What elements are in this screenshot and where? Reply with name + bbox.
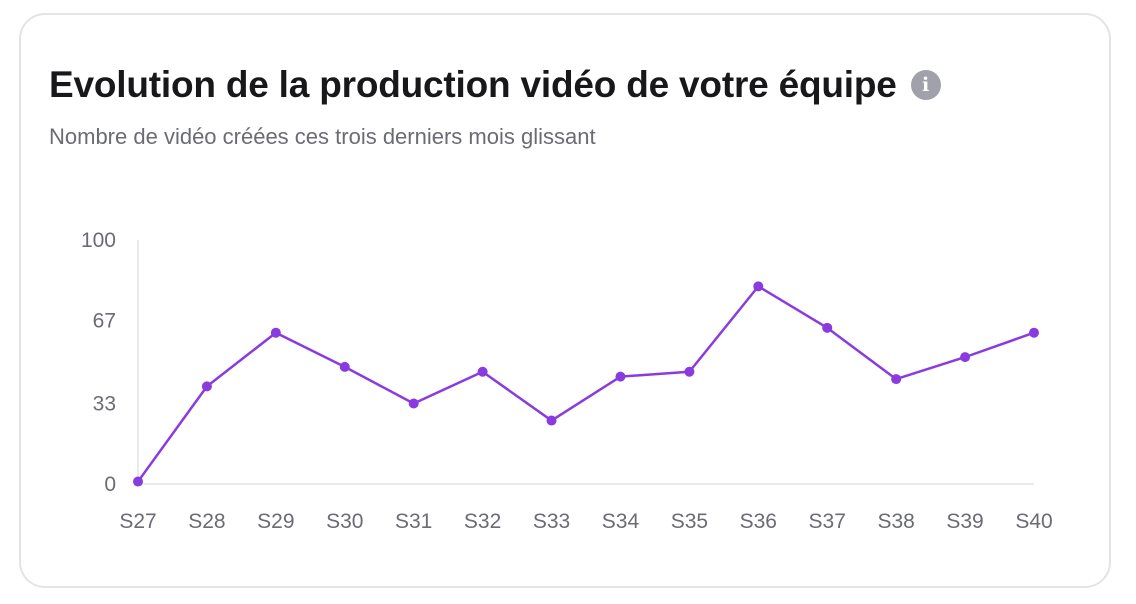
- data-point: [615, 371, 626, 382]
- data-point: [133, 476, 143, 487]
- y-tick-label: 33: [93, 392, 116, 415]
- x-tick-label: S29: [257, 510, 294, 533]
- x-tick-label: S34: [602, 510, 640, 533]
- y-tick-label: 0: [104, 473, 116, 496]
- y-tick-label: 67: [93, 310, 116, 333]
- series-line: [136, 285, 1035, 483]
- data-point: [546, 415, 557, 426]
- data-point: [1029, 327, 1039, 338]
- info-icon[interactable]: i: [910, 70, 941, 100]
- x-tick-label: S28: [188, 510, 225, 533]
- x-tick-label: S39: [946, 510, 983, 533]
- x-tick-label: S32: [464, 510, 501, 533]
- data-point: [477, 366, 488, 377]
- data-point: [684, 366, 695, 377]
- x-tick-label: S27: [119, 510, 156, 533]
- chart-subtitle: Nombre de vidéo créées ces trois dernier…: [49, 124, 596, 149]
- data-point: [891, 374, 902, 385]
- x-tick-label: S31: [395, 510, 432, 533]
- y-tick-label: 100: [81, 229, 116, 252]
- x-tick-label: S30: [326, 510, 363, 533]
- data-point: [822, 322, 833, 333]
- x-tick-label: S37: [809, 510, 846, 533]
- data-point: [753, 281, 764, 292]
- x-tick-label: S35: [671, 510, 708, 533]
- data-point: [270, 327, 281, 338]
- x-tick-label: S33: [533, 510, 570, 533]
- chart-title: Evolution de la production vidéo de votr…: [49, 64, 897, 105]
- data-point: [408, 398, 419, 409]
- x-tick-label: S40: [1015, 510, 1052, 533]
- data-point: [339, 361, 350, 372]
- title-row: Evolution de la production vidéo de votr…: [49, 64, 941, 106]
- chart-card: [19, 13, 1111, 588]
- x-tick-label: S36: [740, 510, 777, 533]
- x-tick-label: S38: [877, 510, 914, 533]
- data-point: [960, 352, 971, 363]
- data-point: [201, 381, 212, 392]
